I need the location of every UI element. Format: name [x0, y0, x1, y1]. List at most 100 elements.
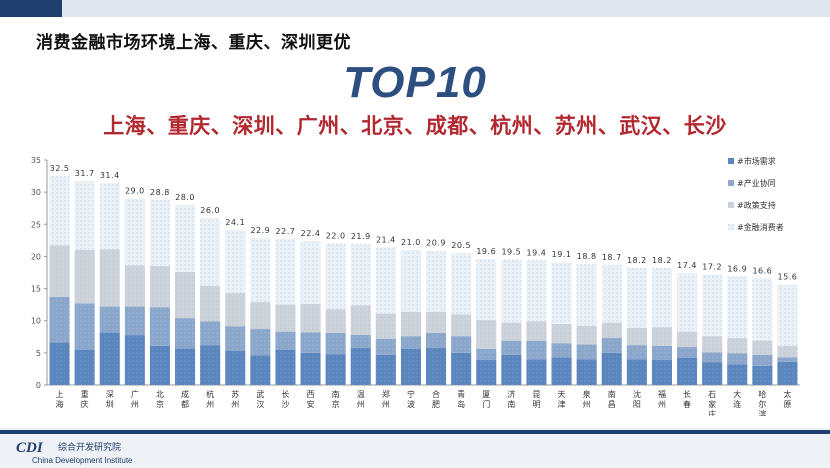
bar-total-label: 31.4	[100, 171, 120, 180]
x-tick-label: 海	[56, 399, 64, 409]
bar-total-label: 19.6	[476, 247, 496, 256]
bar-total-label: 19.1	[552, 250, 572, 259]
bar-segment-market-demand	[149, 345, 170, 385]
bar-segment-policy-support	[74, 250, 95, 304]
x-tick-label: 宁	[407, 389, 415, 399]
bar-segment-policy-support	[250, 302, 271, 330]
bar-segment-industry-synergy	[149, 307, 170, 346]
bar-segment-policy-support	[49, 245, 70, 297]
x-tick-label: 杭	[206, 389, 214, 399]
bar-segment-industry-synergy	[49, 296, 70, 343]
x-tick-label: 安	[307, 399, 315, 409]
bar-segment-market-demand	[325, 354, 346, 385]
bar-segment-market-demand	[225, 350, 246, 385]
chart-plot-area: 0 5 10 15 20 25 30 35 32.5 上海 31.7 重庆 31.4 深圳 29.0 广州 28…	[31, 156, 800, 416]
bar-segment-consumers	[677, 273, 698, 332]
bar-segment-policy-support	[275, 304, 296, 332]
bar-segment-consumers	[149, 199, 170, 267]
bar-total-label: 22.4	[301, 229, 321, 238]
org-name-cn: 综合开发研究院	[58, 443, 122, 453]
x-tick-label: 昆	[532, 390, 540, 399]
bar-segment-policy-support	[526, 321, 547, 341]
bar-segment-policy-support	[501, 322, 522, 341]
bar-total-label: 19.4	[527, 248, 547, 257]
x-tick-label: 京	[332, 399, 340, 409]
x-tick-label: 昌	[608, 400, 616, 409]
x-tick-label: 波	[407, 399, 415, 409]
bar-segment-market-demand	[626, 359, 647, 385]
bar-segment-market-demand	[476, 359, 497, 385]
x-tick-label: 庄	[708, 409, 716, 416]
bar-total-label: 22.9	[250, 226, 270, 235]
bar-segment-industry-synergy	[325, 332, 346, 355]
bar-total-label: 21.9	[351, 232, 371, 241]
bar-segment-industry-synergy	[350, 334, 371, 348]
bar-total-label: 17.4	[677, 261, 697, 270]
bar-segment-policy-support	[651, 327, 672, 346]
bar-total-label: 32.5	[50, 164, 70, 173]
x-tick-label: 州	[658, 400, 666, 409]
bar-segment-market-demand	[727, 364, 748, 385]
x-tick-label: 汉	[256, 400, 264, 409]
bar-segment-industry-synergy	[677, 347, 698, 358]
bar-segment-industry-synergy	[375, 338, 396, 355]
y-tick-label: 5	[36, 349, 41, 358]
y-tick-label: 0	[36, 381, 41, 390]
bar-segment-market-demand	[526, 359, 547, 385]
bar-segment-policy-support	[476, 320, 497, 349]
x-tick-label: 西	[307, 390, 315, 399]
bar-segment-market-demand	[124, 335, 145, 385]
bar-segment-industry-synergy	[124, 306, 145, 336]
bar-segment-policy-support	[626, 327, 647, 346]
bar-segment-policy-support	[426, 311, 447, 333]
x-tick-label: 州	[357, 400, 365, 409]
x-tick-label: 哈	[758, 389, 766, 399]
bar-segment-consumers	[225, 230, 246, 294]
x-tick-label: 上	[56, 390, 64, 399]
bar-segment-policy-support	[677, 331, 698, 348]
bar-segment-market-demand	[501, 354, 522, 385]
x-tick-label: 石	[708, 390, 716, 399]
x-tick-label: 州	[382, 400, 390, 409]
x-tick-label: 州	[131, 400, 139, 409]
x-tick-label: 沙	[281, 400, 289, 409]
y-tick-label: 20	[31, 252, 41, 261]
x-tick-label: 门	[482, 399, 490, 409]
bar-total-label: 28.0	[175, 193, 195, 202]
bar-segment-industry-synergy	[702, 352, 723, 363]
bar-total-label: 18.2	[627, 256, 647, 265]
bar-segment-industry-synergy	[451, 336, 472, 353]
y-tick-label: 25	[31, 220, 41, 229]
bar-segment-consumers	[451, 253, 472, 315]
bar-segment-consumers	[626, 268, 647, 328]
x-tick-label: 泉	[583, 389, 591, 399]
bar-segment-policy-support	[601, 322, 622, 339]
x-tick-label: 京	[156, 399, 164, 409]
x-tick-label: 温	[357, 390, 365, 399]
bar-segment-industry-synergy	[651, 345, 672, 360]
x-tick-label: 岛	[457, 399, 465, 409]
bar-segment-consumers	[350, 244, 371, 306]
legend-label-market-demand: #市场需求	[737, 156, 776, 166]
y-tick-label: 15	[31, 285, 41, 294]
x-tick-label: 广	[131, 389, 139, 399]
bar-segment-policy-support	[325, 309, 346, 333]
bar-segment-policy-support	[551, 323, 572, 344]
bar-total-label: 28.8	[150, 188, 170, 197]
bar-segment-consumers	[325, 243, 346, 310]
x-tick-label: 州	[583, 400, 591, 409]
bar-segment-policy-support	[175, 271, 196, 319]
footer	[0, 428, 830, 468]
bar-total-label: 22.0	[326, 232, 346, 241]
footer-band	[0, 430, 830, 434]
x-tick-label: 连	[733, 399, 741, 409]
bar-segment-policy-support	[149, 266, 170, 308]
bar-total-label: 21.0	[401, 238, 421, 247]
bar-segment-policy-support	[350, 305, 371, 335]
legend-label-policy-support: #政策支持	[737, 200, 776, 210]
bar-segment-market-demand	[350, 347, 371, 385]
x-tick-label: 圳	[106, 399, 114, 409]
x-tick-label: 明	[532, 400, 540, 409]
bar-segment-consumers	[99, 183, 120, 250]
bar-segment-market-demand	[99, 332, 120, 385]
